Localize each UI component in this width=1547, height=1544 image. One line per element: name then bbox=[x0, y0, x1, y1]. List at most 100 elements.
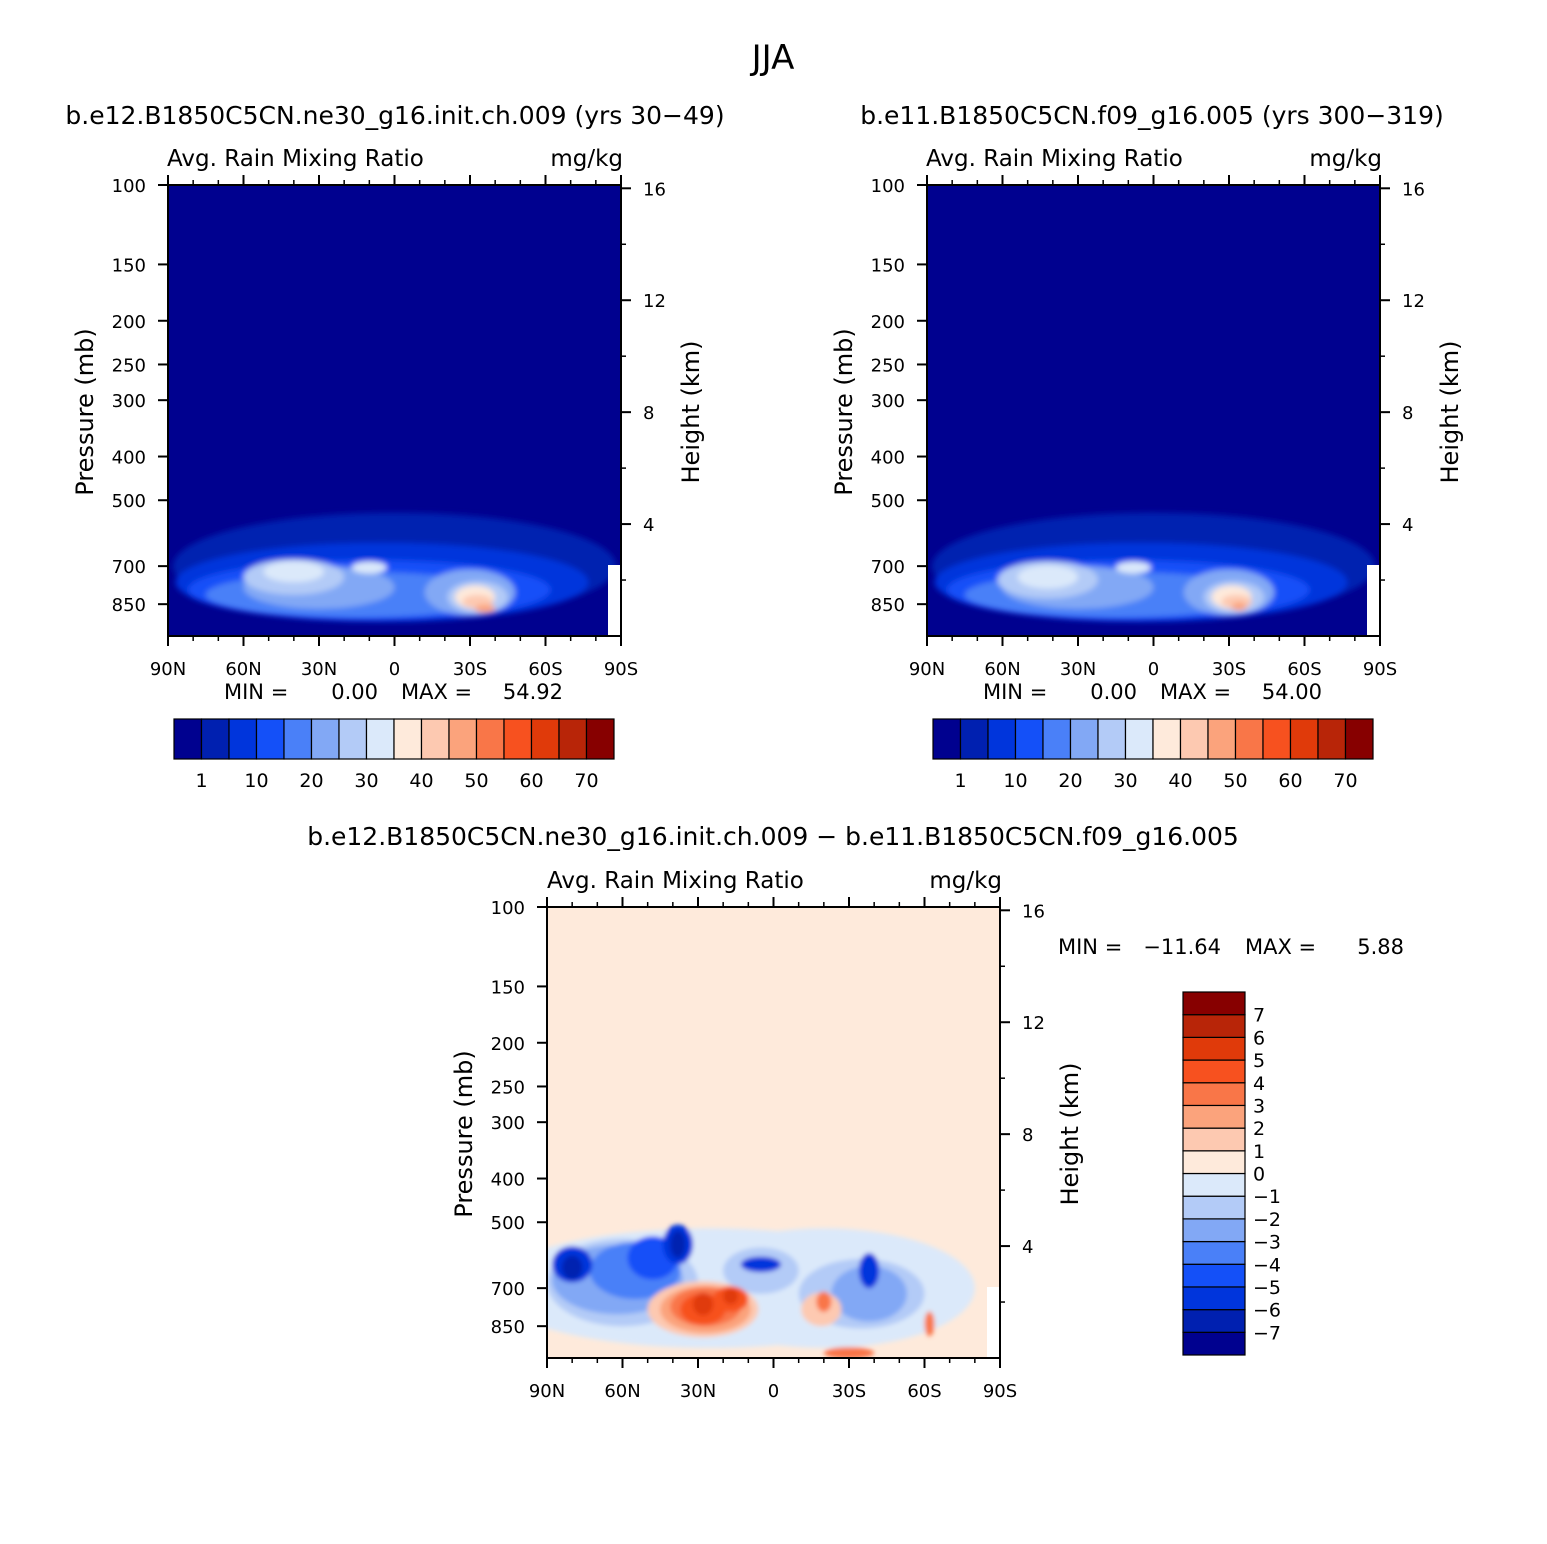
panel-1-colorbar: 1 10 20 30 40 50 60 70 bbox=[173, 718, 615, 792]
panel-3-ytick-label-1: 150 bbox=[491, 977, 525, 998]
panel-1-colorbar-box-6 bbox=[338, 718, 368, 760]
panel-1-ytick-label-4: 300 bbox=[112, 391, 146, 412]
panel-2-y2tick-label-0: 16 bbox=[1402, 179, 1425, 200]
panel-2-colorbar-box-13 bbox=[1289, 718, 1319, 760]
panel-3-colorbar-label-12: 5 bbox=[1253, 1050, 1265, 1072]
panel-2-colorbar-box-9 bbox=[1179, 718, 1209, 760]
panel-2-y2tick-label-2: 8 bbox=[1402, 403, 1413, 424]
panel-2-field-name: Avg. Rain Mixing Ratio bbox=[926, 146, 1183, 172]
panel-1-colorbar-box-10 bbox=[448, 718, 478, 760]
panel-3-colorbar-label-1: −6 bbox=[1253, 1300, 1281, 1322]
panel-2-contour-region-8 bbox=[1017, 565, 1078, 589]
panel-3-plot-area bbox=[547, 907, 1000, 1358]
panel-3-colorbar-label-4: −3 bbox=[1253, 1232, 1281, 1254]
panel-3-min-label: MIN = bbox=[1058, 935, 1122, 959]
panel-2-colorbar-box-8 bbox=[1152, 718, 1182, 760]
panel-1-ytick-label-7: 700 bbox=[112, 557, 146, 578]
panel-2-ytick-label-7: 700 bbox=[871, 557, 905, 578]
panel-2-min-label: MIN = bbox=[983, 680, 1047, 704]
panel-2-xtick-label-5: 60S bbox=[1287, 659, 1321, 680]
panel-3-ytick-label-0: 100 bbox=[491, 898, 525, 919]
panel-3-colorbar-label-8: 1 bbox=[1253, 1141, 1265, 1163]
panel-2-colorbar-box-5 bbox=[1069, 718, 1099, 760]
panel-2-colorbar-label-3: 30 bbox=[1113, 770, 1137, 792]
panel-1-contour-region-8 bbox=[263, 561, 324, 583]
panel-2-max-value: 54.00 bbox=[1262, 680, 1322, 704]
panel-3-xtick-label-2: 30N bbox=[680, 1381, 716, 1402]
panel-3-colorbar-box-9 bbox=[1182, 1127, 1246, 1152]
panel-2-colorbar-label-2: 20 bbox=[1058, 770, 1082, 792]
panel-3-contour-region-20 bbox=[692, 1292, 714, 1316]
panel-3-y2tick-label-2: 8 bbox=[1022, 1125, 1033, 1146]
panel-2-units: mg/kg bbox=[1309, 146, 1382, 172]
panel-1: b.e12.B1850C5CN.ne30_g16.init.ch.009 (yr… bbox=[65, 101, 724, 792]
panel-1-min-label: MIN = bbox=[224, 680, 288, 704]
panel-3-ylabel: Pressure (mb) bbox=[450, 1050, 478, 1217]
panel-2-colorbar-box-4 bbox=[1042, 718, 1072, 760]
panel-1-colorbar-label-1: 10 bbox=[244, 770, 268, 792]
panel-2-colorbar-box-3 bbox=[1014, 718, 1044, 760]
panel-1-colorbar-box-7 bbox=[365, 718, 395, 760]
panel-2-colorbar-box-2 bbox=[987, 718, 1017, 760]
panel-2-ytick-label-8: 850 bbox=[871, 595, 905, 616]
panel-2-colorbar-box-15 bbox=[1344, 718, 1374, 760]
panel-1-y2tick-label-2: 8 bbox=[643, 403, 654, 424]
panel-1-xtick-label-4: 30S bbox=[453, 659, 487, 680]
panel-1-xtick-label-3: 0 bbox=[389, 659, 400, 680]
panel-3-colorbar-box-5 bbox=[1182, 1218, 1246, 1243]
panel-2-colorbar-box-7 bbox=[1124, 718, 1154, 760]
panel-1-colorbar-box-12 bbox=[503, 718, 533, 760]
panel-1-xtick-label-6: 90S bbox=[604, 659, 638, 680]
panel-3-contour-region-25 bbox=[823, 1347, 875, 1358]
panel-2-contour-region-12 bbox=[1231, 602, 1247, 611]
panel-3-ytick-label-3: 250 bbox=[491, 1077, 525, 1098]
panel-2-colorbar-box-10 bbox=[1207, 718, 1237, 760]
panel-3-contour-region-24 bbox=[924, 1311, 935, 1337]
panel-2-title: b.e11.B1850C5CN.f09_g16.005 (yrs 300−319… bbox=[860, 101, 1444, 130]
panel-3-colorbar-label-0: −7 bbox=[1253, 1322, 1281, 1344]
panel-3-contour-region-22 bbox=[723, 1288, 739, 1305]
panel-3-colorbar-box-13 bbox=[1182, 1036, 1246, 1061]
panel-1-xtick-label-5: 60S bbox=[528, 659, 562, 680]
panel-2-y2tick-label-3: 4 bbox=[1402, 515, 1413, 536]
panel-1-axes: 90N 60N 30N 0 30S 60S 90S 100 150 200 250 300 400 500… bbox=[112, 175, 666, 680]
panel-2-colorbar-label-0: 1 bbox=[954, 770, 966, 792]
panel-2-xtick-label-3: 0 bbox=[1148, 659, 1159, 680]
panel-3-colorbar-label-11: 4 bbox=[1253, 1073, 1265, 1095]
panel-1-colorbar-label-2: 20 bbox=[299, 770, 323, 792]
panel-1-y2tick-label-3: 4 bbox=[643, 515, 654, 536]
panel-2-ylabel: Pressure (mb) bbox=[830, 328, 858, 495]
panel-1-ytick-label-3: 250 bbox=[112, 355, 146, 376]
panel-3-colorbar-label-7: 0 bbox=[1253, 1164, 1265, 1186]
panel-1-colorbar-label-0: 1 bbox=[195, 770, 207, 792]
panel-3: b.e12.B1850C5CN.ne30_g16.init.ch.009 − b… bbox=[307, 822, 1404, 1402]
panel-1-contour-region-9 bbox=[351, 561, 387, 574]
panel-3-contour-region-12 bbox=[859, 1253, 880, 1289]
panel-1-min-value: 0.00 bbox=[331, 680, 378, 704]
panel-3-ytick-label-5: 400 bbox=[491, 1170, 525, 1191]
panel-1-plot-area bbox=[168, 185, 621, 636]
panel-1-ytick-label-5: 400 bbox=[112, 448, 146, 469]
panel-2-ytick-label-6: 500 bbox=[871, 491, 905, 512]
panel-3-contour-region-11 bbox=[740, 1256, 781, 1273]
panel-3-contour-region-23 bbox=[816, 1291, 832, 1312]
panel-1-colorbar-box-15 bbox=[585, 718, 615, 760]
panel-2-colorbar-label-1: 10 bbox=[1003, 770, 1027, 792]
panel-2-xtick-label-2: 30N bbox=[1060, 659, 1096, 680]
panel-2-xtick-label-1: 60N bbox=[984, 659, 1020, 680]
panel-3-y2label: Height (km) bbox=[1056, 1063, 1084, 1206]
panel-2-colorbar-box-0 bbox=[932, 718, 962, 760]
panel-3-colorbar-box-11 bbox=[1182, 1082, 1246, 1107]
panel-1-colorbar-label-6: 60 bbox=[519, 770, 543, 792]
panel-3-colorbar-label-10: 3 bbox=[1253, 1095, 1265, 1117]
panel-1-colorbar-label-3: 30 bbox=[354, 770, 378, 792]
panel-1-colorbar-box-2 bbox=[228, 718, 258, 760]
panel-3-colorbar-label-14: 7 bbox=[1253, 1005, 1265, 1027]
panel-1-ytick-label-1: 150 bbox=[112, 255, 146, 276]
panel-3-colorbar-box-10 bbox=[1182, 1104, 1246, 1129]
panel-3-colorbar-label-9: 2 bbox=[1253, 1118, 1265, 1140]
panel-3-colorbar-label-5: −2 bbox=[1253, 1209, 1281, 1231]
panel-3-colorbar-label-6: −1 bbox=[1253, 1186, 1281, 1208]
